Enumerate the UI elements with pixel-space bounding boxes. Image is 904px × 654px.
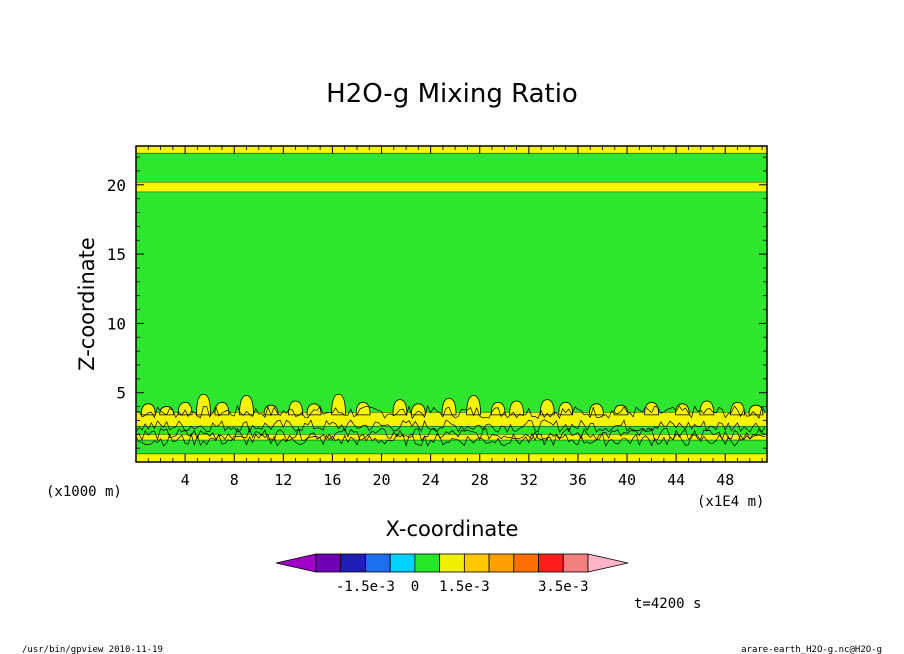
footer-left: /usr/bin/gpview 2010-11-19 <box>22 645 163 654</box>
y-tick-label-3: 20 <box>107 176 126 195</box>
colorbar-swatch-8 <box>488 553 515 573</box>
plot-frame <box>135 145 768 463</box>
x-tick-labels: 4 8 12 16 20 24 28 32 36 40 44 48 <box>181 471 735 489</box>
y-tick-label-0: 5 <box>116 384 126 403</box>
y-unit-label: (x1000 m) <box>46 484 122 500</box>
band-5 <box>136 191 767 413</box>
band-2 <box>136 434 767 440</box>
contour-noise <box>135 404 766 447</box>
y-tick-labels: 5 10 15 20 <box>107 176 126 403</box>
colorbar-swatch-3 <box>365 553 391 573</box>
x-tick-label-7: 32 <box>520 471 538 489</box>
x-tick-label-0: 4 <box>181 471 190 489</box>
cloud-bump-1 <box>159 406 175 416</box>
cloud-bump-11 <box>392 399 408 416</box>
footer-right: arare-earth_H2O-g.nc@H2O-g <box>741 645 882 654</box>
cloud-bump-9 <box>331 393 346 416</box>
colorbar-swatch-5 <box>414 553 441 573</box>
x-tick-label-8: 36 <box>569 471 587 489</box>
colorbar-swatch-6 <box>439 553 465 573</box>
time-label: t=4200 s <box>634 596 701 612</box>
noise-line-3 <box>135 432 766 447</box>
band-0 <box>136 453 767 462</box>
colorbar-swatch-1 <box>315 553 342 573</box>
x-tick-label-6: 28 <box>471 471 489 489</box>
x-tick-label-3: 16 <box>323 471 341 489</box>
colorbar-label-3: 3.5e-3 <box>538 579 589 595</box>
x-unit-label: (x1E4 m) <box>697 494 764 510</box>
noise-line-2 <box>135 426 766 442</box>
plot-area <box>135 145 768 463</box>
colorbar-swatch-9 <box>513 553 539 573</box>
x-tick-label-1: 8 <box>230 471 239 489</box>
colorbar-labels: -1.5e-3 0 1.5e-3 3.5e-3 <box>336 579 589 595</box>
cloud-bump-3 <box>196 393 211 416</box>
cloud-bump-21 <box>644 402 660 416</box>
cloud-bump-0 <box>140 403 156 416</box>
y-tick-label-2: 15 <box>107 245 126 264</box>
colorbar-label-1: 0 <box>411 579 419 595</box>
x-tick-label-4: 20 <box>372 471 390 489</box>
cloud-bump-17 <box>539 399 555 416</box>
chart-title: H2O-g Mixing Ratio <box>326 79 578 109</box>
band-6 <box>136 182 767 192</box>
x-tick-label-9: 40 <box>618 471 636 489</box>
band-1 <box>136 439 767 454</box>
colorbar-swatch-7 <box>463 553 490 573</box>
colorbar-swatch-4 <box>389 553 416 573</box>
cloud-bump-7 <box>288 400 303 416</box>
band-8 <box>136 146 767 153</box>
cloud-bump-10 <box>355 402 371 416</box>
band-4 <box>136 412 767 426</box>
x-tick-label-5: 24 <box>422 471 440 489</box>
cloud-bump-19 <box>588 403 604 416</box>
x-axis-label: X-coordinate <box>386 517 519 541</box>
colorbar-label-0: -1.5e-3 <box>336 579 395 595</box>
colorbar-swatch-10 <box>538 553 564 573</box>
contour-bands <box>136 145 767 462</box>
x-tick-label-10: 44 <box>667 471 685 489</box>
noise-line-1 <box>135 419 766 434</box>
noise-line-0 <box>135 404 766 420</box>
colorbar-swatch-12 <box>587 553 629 573</box>
band-3 <box>136 425 767 435</box>
x-tick-label-2: 12 <box>274 471 292 489</box>
axis-ticks <box>136 146 767 462</box>
cloud-bump-18 <box>558 402 574 416</box>
cloud-bump-23 <box>699 400 715 416</box>
cloud-bump-16 <box>509 400 524 416</box>
cloud-bump-12 <box>410 403 426 416</box>
band-7 <box>136 152 767 183</box>
colorbar-swatch-0 <box>275 553 317 573</box>
colorbar-swatch-2 <box>340 553 366 573</box>
colorbar <box>275 553 629 573</box>
cloud-bump-5 <box>239 395 254 416</box>
y-tick-label-1: 10 <box>107 314 126 333</box>
y-axis-label: Z-coordinate <box>75 237 99 371</box>
x-tick-label-11: 48 <box>716 471 734 489</box>
colorbar-swatch-11 <box>562 553 589 573</box>
cloud-bump-2 <box>177 402 193 416</box>
cloud-bump-8 <box>306 403 322 416</box>
colorbar-label-2: 1.5e-3 <box>439 579 490 595</box>
cloud-bump-13 <box>441 397 457 416</box>
